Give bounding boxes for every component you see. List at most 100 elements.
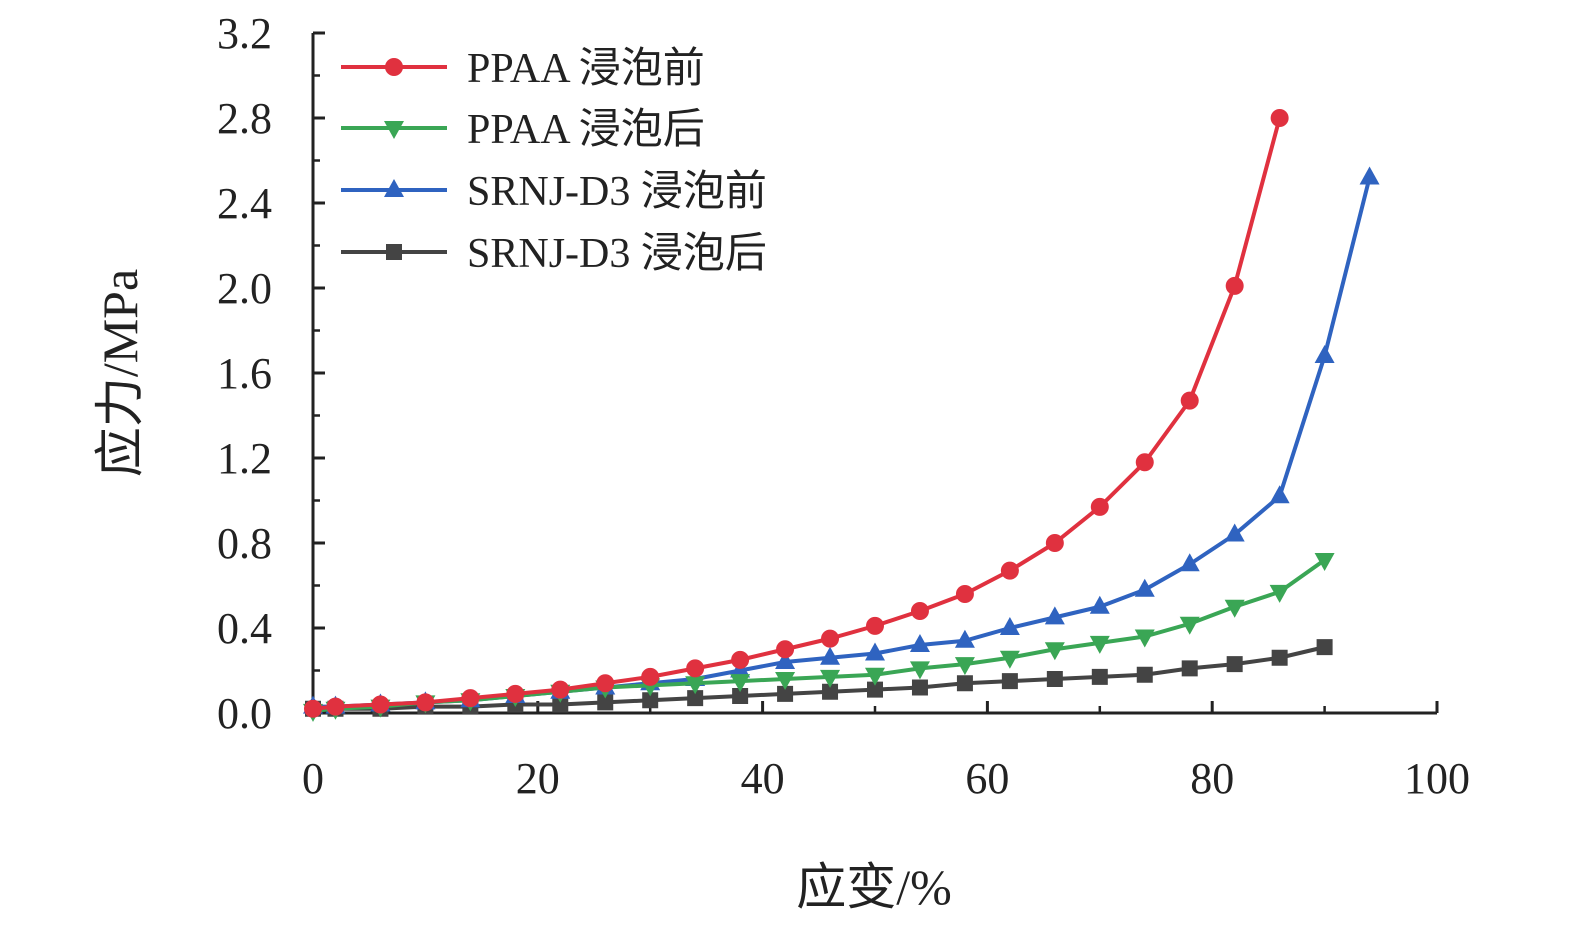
y-tick-label: 2.4 xyxy=(217,179,272,228)
x-ticks: 0 20 40 60 80 100 xyxy=(302,701,1470,803)
data-point xyxy=(326,697,345,716)
data-point xyxy=(597,694,614,711)
data-point xyxy=(1179,553,1200,572)
data-point xyxy=(416,693,435,712)
data-point xyxy=(461,689,480,708)
data-point xyxy=(999,650,1020,669)
data-point xyxy=(775,651,796,669)
data-point xyxy=(820,646,841,665)
data-point xyxy=(777,685,794,702)
data-point xyxy=(1134,578,1155,597)
y-axis-title: 应力/MPa xyxy=(92,269,148,477)
data-point xyxy=(1134,629,1155,648)
y-tick-label: 2.8 xyxy=(217,94,272,143)
data-point xyxy=(686,659,705,678)
data-point xyxy=(820,669,841,688)
data-point xyxy=(1269,485,1290,504)
legend-marker xyxy=(384,121,404,139)
x-tick-label: 60 xyxy=(965,754,1009,803)
data-point xyxy=(954,629,975,648)
data-point xyxy=(775,672,796,690)
data-point xyxy=(552,696,569,713)
data-point xyxy=(1224,523,1245,542)
data-point xyxy=(776,640,795,659)
data-point xyxy=(641,667,660,686)
data-point xyxy=(1269,584,1290,603)
legend-marker xyxy=(386,244,402,260)
y-tick-label: 0.8 xyxy=(217,519,272,568)
y-tick-label: 1.2 xyxy=(217,434,272,483)
legend-marker xyxy=(384,179,404,197)
data-point xyxy=(731,650,750,669)
series-line xyxy=(312,558,1326,713)
legend-label: PPAA 浸泡后 xyxy=(467,107,705,153)
y-tick-label: 2.0 xyxy=(217,264,272,313)
x-tick-label: 40 xyxy=(741,754,785,803)
x-axis-title: 应变/% xyxy=(796,859,952,915)
data-point xyxy=(642,692,659,709)
data-point xyxy=(955,585,974,603)
data-point xyxy=(865,642,885,661)
data-point xyxy=(1314,345,1335,363)
legend-item: PPAA 浸泡后 xyxy=(341,107,705,153)
data-point xyxy=(1270,109,1289,127)
data-point xyxy=(371,695,390,714)
y-tick-label: 0.0 xyxy=(217,689,272,738)
series-3 xyxy=(303,166,1380,714)
data-point xyxy=(1225,276,1244,295)
legend-item: SRNJ-D3 浸泡前 xyxy=(341,169,767,215)
data-point xyxy=(730,674,751,693)
data-point xyxy=(866,616,884,635)
series-line xyxy=(312,117,1282,711)
data-point xyxy=(911,679,928,696)
data-point xyxy=(910,602,929,620)
data-point xyxy=(1091,668,1108,685)
data-point xyxy=(909,634,930,652)
data-point xyxy=(304,699,322,718)
data-point xyxy=(596,674,615,693)
data-point xyxy=(956,675,973,692)
data-point xyxy=(821,629,840,648)
data-point xyxy=(822,683,839,700)
x-tick-label: 80 xyxy=(1190,754,1234,803)
data-point xyxy=(1001,673,1018,690)
series-group xyxy=(303,109,1380,722)
data-point xyxy=(1180,391,1199,410)
legend-marker xyxy=(385,58,403,76)
data-point xyxy=(1359,166,1380,185)
y-tick-label: 0.4 xyxy=(217,604,272,653)
data-point xyxy=(1089,635,1110,654)
data-point xyxy=(1000,561,1019,580)
data-point xyxy=(1314,553,1335,571)
legend-label: PPAA 浸泡前 xyxy=(467,46,705,92)
data-point xyxy=(954,657,975,676)
data-point xyxy=(867,681,883,698)
data-point xyxy=(865,667,885,686)
data-point xyxy=(1089,595,1110,614)
legend-label: SRNJ-D3 浸泡前 xyxy=(467,169,767,215)
data-point xyxy=(1224,599,1245,618)
legend-item: PPAA 浸泡前 xyxy=(341,46,705,92)
data-point xyxy=(1046,671,1063,687)
x-tick-label: 20 xyxy=(516,754,560,803)
data-point xyxy=(1045,534,1064,552)
x-tick-label: 0 xyxy=(302,754,324,803)
data-point xyxy=(909,661,930,680)
data-point xyxy=(1090,497,1109,516)
data-point xyxy=(551,680,570,699)
data-point xyxy=(506,684,525,703)
data-point xyxy=(1181,660,1198,677)
data-point xyxy=(1271,649,1288,666)
data-point xyxy=(732,688,749,704)
x-tick-label: 100 xyxy=(1404,754,1470,803)
legend: PPAA 浸泡前 PPAA 浸泡后 SRNJ-D3 浸泡前 SRNJ-D3 浸泡后 xyxy=(341,46,767,277)
series-2 xyxy=(303,553,1335,722)
series-1 xyxy=(304,109,1289,718)
y-ticks: 0.0 0.4 0.8 1.2 1.6 2.0 2.4 2.8 3.2 xyxy=(217,9,325,738)
legend-item: SRNJ-D3 浸泡后 xyxy=(341,231,767,277)
data-point xyxy=(1316,639,1333,656)
data-point xyxy=(685,676,706,695)
data-point xyxy=(1044,642,1065,661)
legend-label: SRNJ-D3 浸泡后 xyxy=(467,231,767,277)
